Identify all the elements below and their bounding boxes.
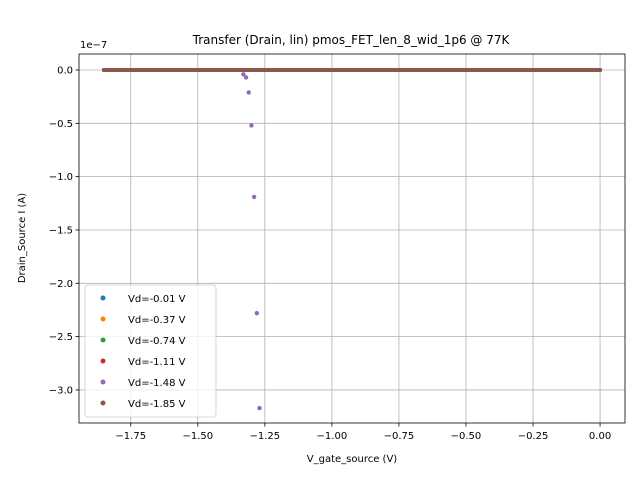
y-tick-label: −0.5 bbox=[49, 119, 73, 130]
legend-marker bbox=[100, 337, 106, 343]
data-point bbox=[249, 123, 254, 128]
y-tick-label: −2.5 bbox=[49, 332, 73, 343]
x-tick-label: −0.50 bbox=[451, 431, 482, 442]
x-tick-label: −1.00 bbox=[317, 431, 348, 442]
data-point bbox=[251, 194, 257, 200]
data-points bbox=[101, 67, 603, 411]
y-axis-label: Drain_Source I (A) bbox=[17, 193, 28, 283]
legend-marker bbox=[100, 379, 106, 385]
legend-marker bbox=[100, 316, 106, 322]
legend-marker bbox=[100, 358, 106, 364]
legend-box bbox=[84, 284, 217, 418]
x-tick-label: −0.25 bbox=[518, 431, 549, 442]
y-tick-label: 0.0 bbox=[57, 65, 73, 76]
x-tick-label: −1.50 bbox=[182, 431, 213, 442]
series-6 bbox=[101, 67, 603, 72]
legend-label: Vd=-0.37 V bbox=[128, 315, 186, 326]
legend-label: Vd=-1.85 V bbox=[128, 399, 186, 410]
y-tick-label: −3.0 bbox=[49, 385, 73, 396]
data-point bbox=[241, 72, 246, 77]
y-tick-label: −1.0 bbox=[49, 172, 73, 183]
legend-label: Vd=-0.01 V bbox=[128, 294, 186, 305]
y-axis-ticks: 0.0 −0.5 −1.0 −1.5 −2.0 −2.5 −3.0 bbox=[49, 65, 79, 396]
legend-label: Vd=-0.74 V bbox=[128, 336, 186, 347]
legend-marker bbox=[100, 400, 106, 406]
x-tick-label: 0.00 bbox=[589, 431, 611, 442]
plot-frame bbox=[78, 53, 626, 424]
y-tick-label: −1.5 bbox=[49, 225, 73, 236]
data-point bbox=[257, 405, 262, 411]
chart-title: Transfer (Drain, lin) pmos_FET_len_8_wid… bbox=[192, 33, 511, 47]
x-axis-label: V_gate_source (V) bbox=[307, 454, 398, 465]
x-axis-ticks: −1.75 −1.50 −1.25 −1.00 −0.75 −0.50 −0.25 0.00 bbox=[115, 423, 611, 442]
legend-label: Vd=-1.48 V bbox=[128, 378, 186, 389]
data-point bbox=[243, 75, 249, 80]
x-tick-label: −0.75 bbox=[384, 431, 415, 442]
legend-label: Vd=-1.11 V bbox=[128, 357, 186, 368]
data-point bbox=[254, 310, 259, 316]
legend: Vd=-0.01 V Vd=-0.37 V Vd=-0.74 V Vd=-1.11 V… bbox=[84, 284, 217, 418]
y-offset-label: 1e−7 bbox=[80, 40, 107, 51]
legend-marker bbox=[100, 295, 106, 301]
data-point bbox=[246, 90, 251, 95]
x-tick-label: −1.75 bbox=[115, 431, 146, 442]
data-point bbox=[598, 67, 603, 72]
y-tick-label: −2.0 bbox=[49, 279, 73, 290]
x-tick-label: −1.25 bbox=[250, 431, 281, 442]
